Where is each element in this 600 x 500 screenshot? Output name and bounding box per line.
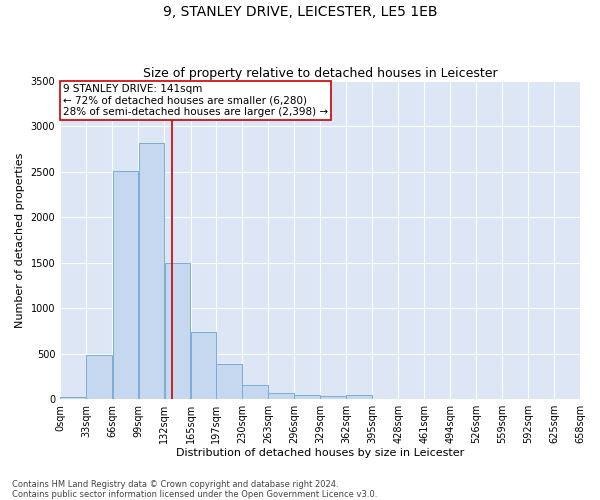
- Bar: [86, 354, 112, 399]
- Text: Contains HM Land Registry data © Crown copyright and database right 2024.
Contai: Contains HM Land Registry data © Crown c…: [12, 480, 377, 499]
- X-axis label: Distribution of detached houses by size in Leicester: Distribution of detached houses by size …: [176, 448, 464, 458]
- Bar: [165, 262, 190, 399]
- Y-axis label: Number of detached properties: Number of detached properties: [15, 152, 25, 328]
- Bar: [242, 385, 268, 399]
- Bar: [191, 332, 215, 399]
- Bar: [294, 395, 320, 399]
- Bar: [61, 398, 86, 399]
- Bar: [346, 394, 372, 399]
- Bar: [216, 364, 242, 399]
- Bar: [320, 396, 346, 399]
- Text: 9 STANLEY DRIVE: 141sqm
← 72% of detached houses are smaller (6,280)
28% of semi: 9 STANLEY DRIVE: 141sqm ← 72% of detache…: [63, 84, 328, 117]
- Bar: [139, 142, 164, 399]
- Bar: [268, 392, 294, 399]
- Text: 9, STANLEY DRIVE, LEICESTER, LE5 1EB: 9, STANLEY DRIVE, LEICESTER, LE5 1EB: [163, 5, 437, 19]
- Bar: [113, 170, 138, 399]
- Title: Size of property relative to detached houses in Leicester: Size of property relative to detached ho…: [143, 66, 497, 80]
